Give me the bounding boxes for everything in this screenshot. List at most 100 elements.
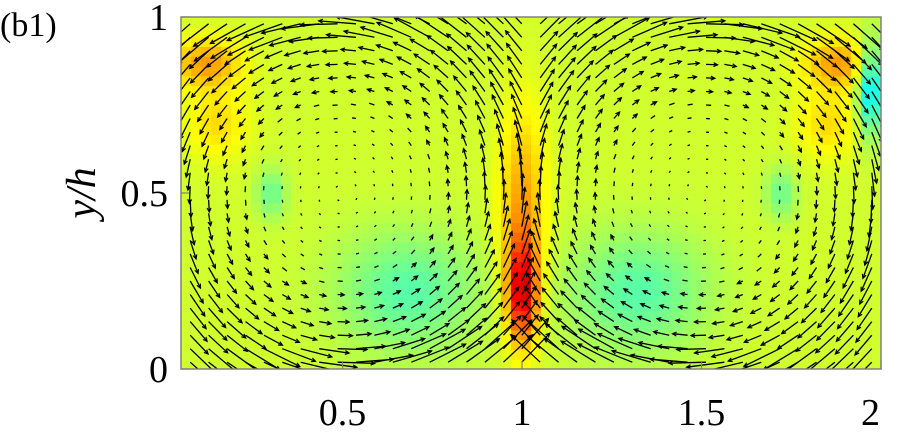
- velocity-arrow: [838, 294, 854, 317]
- heatmap-cell: [391, 163, 402, 175]
- heatmap-cell: [791, 183, 802, 194]
- heatmap-cell: [251, 163, 262, 175]
- heatmap-cell: [421, 251, 432, 263]
- velocity-arrow: [226, 253, 234, 265]
- velocity-arrow: [279, 145, 283, 150]
- heatmap-cell: [731, 173, 742, 184]
- heatmap-cell: [551, 56, 562, 67]
- heatmap-cell: [581, 241, 592, 253]
- heatmap-cell: [401, 290, 412, 302]
- heatmap-cell: [331, 290, 342, 302]
- heatmap-cell: [461, 329, 472, 341]
- velocity-arrow: [210, 36, 246, 59]
- heatmap-cell: [841, 212, 852, 223]
- heatmap-cell: [381, 241, 392, 253]
- heatmap-cell: [281, 281, 292, 292]
- heatmap-cell: [511, 173, 522, 184]
- velocity-arrow: [194, 91, 210, 110]
- velocity-arrow: [573, 215, 578, 227]
- heatmap-cell: [421, 75, 432, 87]
- heatmap-cell: [681, 251, 692, 263]
- velocity-arrow-head: [820, 307, 826, 314]
- velocity-arrow-head: [205, 62, 212, 68]
- velocity-arrow: [760, 117, 767, 123]
- heatmap-cell: [541, 222, 552, 233]
- velocity-arrow-head: [645, 6, 650, 10]
- velocity-arrow: [488, 69, 504, 92]
- heatmap-cell: [361, 202, 372, 214]
- heatmap-cell: [291, 105, 302, 116]
- velocity-arrow: [423, 111, 431, 119]
- heatmap-cell: [681, 310, 692, 321]
- heatmap-cell: [801, 85, 812, 96]
- velocity-arrow: [557, 143, 563, 160]
- velocity-arrow: [779, 158, 783, 164]
- heatmap-cell: [191, 134, 202, 145]
- heatmap-cell: [251, 300, 262, 311]
- velocity-arrow: [830, 226, 836, 240]
- velocity-arrow-head: [815, 163, 821, 170]
- velocity-arrow-head: [275, 104, 281, 110]
- heatmap-cell: [281, 310, 292, 321]
- heatmap-cell: [551, 36, 562, 47]
- velocity-arrow: [789, 280, 799, 291]
- heatmap-cell: [181, 26, 192, 38]
- heatmap-cell: [851, 202, 862, 214]
- heatmap-cell: [721, 271, 732, 282]
- heatmap-cell: [451, 212, 462, 223]
- heatmap-cell: [651, 251, 662, 263]
- heatmap-cell: [861, 290, 872, 302]
- velocity-arrow-head: [842, 283, 848, 290]
- heatmap-cell: [861, 75, 872, 87]
- heatmap-cell: [531, 232, 542, 243]
- heatmap-cell: [751, 261, 762, 272]
- heatmap-cell: [211, 300, 222, 311]
- heatmap-cell: [201, 261, 212, 272]
- velocity-arrow: [353, 157, 357, 160]
- velocity-arrow: [854, 334, 873, 356]
- velocity-arrow: [430, 49, 449, 65]
- velocity-arrow-head: [726, 357, 733, 363]
- heatmap-cell: [181, 329, 192, 341]
- heatmap-cell: [371, 359, 382, 369]
- velocity-arrow-head: [875, 165, 881, 172]
- heatmap-cell: [571, 290, 582, 302]
- velocity-arrow-head: [463, 174, 469, 181]
- heatmap-cell: [631, 339, 642, 351]
- velocity-arrow-head: [213, 278, 218, 285]
- heatmap-cell: [631, 134, 642, 145]
- heatmap-cell: [861, 17, 872, 28]
- heatmap-cell: [511, 241, 522, 253]
- heatmap-cell: [831, 281, 842, 292]
- velocity-arrow: [482, 17, 504, 38]
- velocity-arrow-head: [478, 128, 484, 135]
- heatmap-cell: [451, 290, 462, 302]
- velocity-arrow-head: [215, 293, 221, 299]
- heatmap-cell: [601, 183, 612, 194]
- heatmap-cell: [271, 183, 282, 194]
- heatmap-cell: [521, 124, 532, 135]
- heatmap-cell: [751, 232, 762, 243]
- heatmap-cell: [781, 163, 792, 175]
- velocity-arrow: [226, 267, 235, 279]
- heatmap-cell: [751, 173, 762, 184]
- velocity-arrow-head: [459, 118, 465, 125]
- heatmap-cell: [791, 310, 802, 321]
- heatmap-cell: [471, 105, 482, 116]
- y-tick-label: 0.5: [121, 173, 169, 215]
- heatmap-cell: [381, 222, 392, 233]
- heatmap-cell: [281, 105, 292, 116]
- heatmap-cell: [231, 232, 242, 243]
- velocity-arrow-head: [763, 378, 768, 382]
- velocity-arrow: [539, 43, 558, 65]
- heatmap-cell: [741, 339, 752, 351]
- heatmap-cell: [361, 134, 372, 145]
- heatmap-cell: [461, 202, 472, 214]
- y-tick-label: 0: [149, 349, 168, 391]
- velocity-arrow-head: [588, 59, 595, 66]
- heatmap-cell: [671, 251, 682, 263]
- velocity-arrow: [469, 70, 486, 92]
- heatmap-cell: [641, 339, 652, 351]
- velocity-arrow-head: [461, 306, 467, 312]
- velocity-arrow-head: [420, 313, 427, 319]
